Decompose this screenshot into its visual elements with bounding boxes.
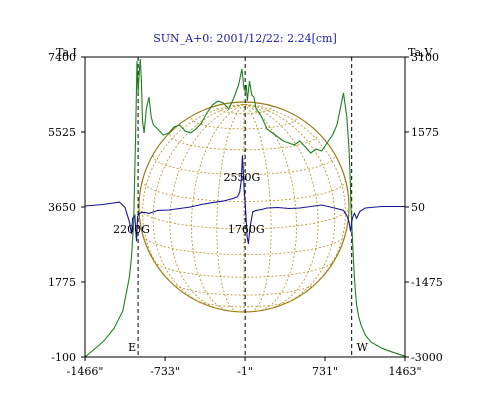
- chart-title: SUN_A+0: 2001/12/22: 2.24[cm]: [153, 32, 337, 45]
- left-axis-label: Ta,I: [56, 46, 77, 59]
- meridian-line: [216, 103, 245, 313]
- parallel-line: [172, 283, 316, 296]
- limb-label: E: [128, 341, 136, 354]
- x-tick-label: 1463": [388, 365, 421, 378]
- series-layer: [84, 58, 406, 358]
- field-annotation: 1760G: [228, 223, 265, 236]
- field-annotations: 2550G 2200G 1760G: [113, 171, 264, 236]
- limb-label: W: [357, 341, 369, 354]
- meridian-line: [169, 103, 245, 310]
- parallel-line: [142, 235, 346, 256]
- left-tick-label: 7400: [48, 51, 76, 64]
- left-axis: 7400 5525 3650 1775 -100: [48, 51, 85, 364]
- x-tick-label: -1466": [67, 365, 104, 378]
- x-tick-label: -733": [150, 365, 180, 378]
- parallel-line: [195, 300, 293, 308]
- polarization-series-line: [84, 155, 405, 244]
- left-tick-label: 1775: [48, 276, 76, 289]
- field-annotation: 2200G: [113, 223, 150, 236]
- right-tick-label: 1575: [411, 126, 439, 139]
- right-tick-label: -3000: [411, 351, 443, 364]
- meridian-line: [243, 103, 319, 310]
- parallel-line: [216, 107, 272, 114]
- left-tick-label: -100: [51, 351, 76, 364]
- parallel-line: [152, 155, 336, 176]
- x-tick-label: -1": [237, 365, 253, 378]
- field-annotation: 2550G: [223, 171, 260, 184]
- right-axis: 3100 1575 50 -1475 -3000: [405, 51, 443, 364]
- x-tick-label: 731": [312, 365, 338, 378]
- parallel-line: [169, 134, 319, 151]
- right-tick-label: -1475: [411, 276, 443, 289]
- parallel-line: [227, 310, 261, 313]
- meridian-line: [243, 103, 336, 306]
- meridian-line: [243, 103, 297, 312]
- solar-disk-grid: [138, 101, 350, 313]
- meridian-line: [243, 103, 272, 313]
- parallel-line: [153, 261, 335, 278]
- right-tick-label: 50: [411, 201, 425, 214]
- x-axis: -1466" -733" -1" 731" 1463": [67, 357, 422, 378]
- left-tick-label: 5525: [48, 126, 76, 139]
- right-tick-label: 3100: [411, 51, 439, 64]
- left-tick-label: 3650: [48, 201, 76, 214]
- intensity-series-line: [84, 58, 406, 358]
- right-axis-label: Ta,V: [408, 46, 434, 59]
- parallel-line: [191, 118, 297, 130]
- meridian-line: [191, 103, 245, 312]
- meridian-line: [152, 103, 245, 306]
